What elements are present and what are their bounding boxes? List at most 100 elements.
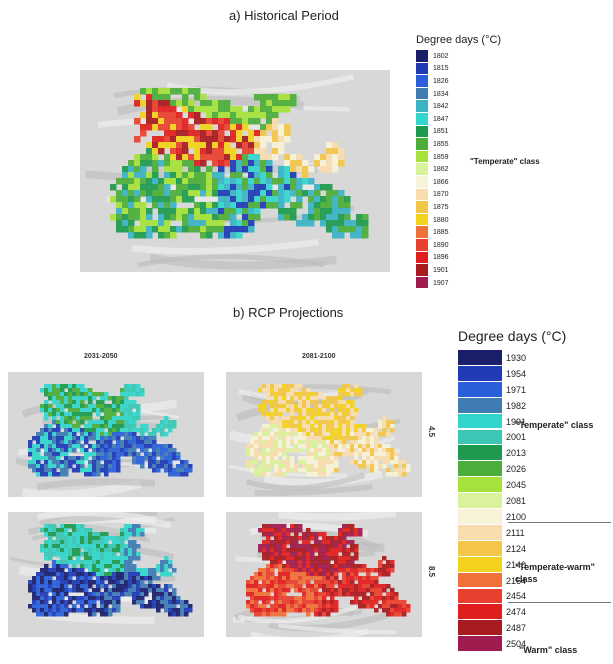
legend-swatch <box>416 100 428 113</box>
legend-entry: 2013 <box>458 445 527 462</box>
degree-day-cells <box>246 524 411 617</box>
legend-swatch <box>458 604 502 621</box>
class-divider-lower <box>508 602 611 603</box>
column-label-2081-2100: 2081-2100 <box>302 353 336 360</box>
legend-label: 1982 <box>506 400 527 411</box>
legend-entry: 1930 <box>458 350 526 366</box>
legend-entry: 1842 <box>416 100 449 113</box>
legend-swatch <box>416 176 428 189</box>
legend-swatch <box>416 50 428 63</box>
relief-shading <box>245 472 366 491</box>
relief-shading <box>250 628 370 637</box>
legend-label: 2026 <box>506 464 527 475</box>
legend-swatch <box>416 201 428 214</box>
legend-label: 1971 <box>506 384 527 395</box>
relief-shading <box>21 479 142 497</box>
legend-label: 1834 <box>433 90 449 98</box>
legend-entry: 1826 <box>416 75 449 88</box>
legend-swatch <box>458 620 502 637</box>
historical-title: a) Historical Period <box>229 8 339 23</box>
relief-shading <box>37 512 157 524</box>
legend-entry: 2164 <box>458 572 527 589</box>
legend-entry: 1866 <box>416 176 449 189</box>
legend-entry: 2487 <box>458 620 526 637</box>
legend-entry: 1802 <box>416 50 449 63</box>
legend-swatch <box>416 239 428 252</box>
projections-class-label-temperate-warm: "Temperate-warm" class <box>515 562 595 584</box>
legend-label: 1896 <box>433 254 449 262</box>
legend-swatch <box>458 350 502 366</box>
legend-swatch <box>458 461 502 478</box>
legend-swatch <box>416 264 428 277</box>
legend-entry: 1862 <box>416 163 449 176</box>
legend-label: 1815 <box>433 65 449 73</box>
legend-entry: 2026 <box>458 461 527 478</box>
degree-day-cells <box>28 384 193 477</box>
legend-entry: 1982 <box>458 397 527 414</box>
map-rcp85-2031-2050 <box>8 512 204 637</box>
legend-swatch <box>416 113 428 126</box>
legend-entry: 1870 <box>416 188 449 202</box>
map-rcp85-2081-2100 <box>226 512 422 637</box>
legend-label: 1907 <box>433 279 449 287</box>
legend-swatch <box>458 572 502 589</box>
legend-entry: 1971 <box>458 381 527 398</box>
legend-swatch <box>416 138 428 151</box>
legend-entry: 1890 <box>416 239 449 252</box>
legend-label: 1991 <box>506 416 527 427</box>
legend-entry: 2001 <box>458 429 526 446</box>
legend-label: 1847 <box>433 115 449 123</box>
projections-class-label-temperate: "Temperate" class <box>515 420 594 430</box>
column-label-2031-2050: 2031-2050 <box>84 353 118 360</box>
relief-shading <box>278 623 397 635</box>
legend-label: 2100 <box>506 511 527 522</box>
legend-swatch <box>458 556 502 573</box>
map-rcp45-2081-2100 <box>226 372 422 497</box>
degree-day-cells <box>110 88 369 239</box>
legend-swatch <box>416 150 428 164</box>
historical-map <box>80 70 390 272</box>
legend-entry: 1991 <box>458 413 527 430</box>
row-label-rcp45: 4.5 <box>427 426 436 438</box>
legend-swatch <box>458 397 502 414</box>
legend-swatch <box>458 493 502 509</box>
relief-shading <box>39 512 158 525</box>
legend-entry: 2504 <box>458 636 527 653</box>
legend-label: 2164 <box>506 575 527 586</box>
legend-label: 1901 <box>433 266 449 274</box>
class-divider-upper <box>508 522 611 523</box>
legend-label: 2140 <box>506 559 527 570</box>
legend-swatch <box>416 276 428 290</box>
relief-shading <box>278 512 397 521</box>
legend-label: 1826 <box>433 77 449 85</box>
legend-label: 1866 <box>433 178 449 186</box>
legend-swatch <box>416 251 428 265</box>
legend-entry: 2100 <box>458 509 526 525</box>
relief-shading <box>263 470 383 487</box>
historical-legend-title: Degree days (°C) <box>416 34 502 46</box>
legend-swatch <box>458 509 502 525</box>
relief-shading <box>137 254 325 268</box>
legend-entry: 1901 <box>416 264 449 277</box>
legend-label: 2013 <box>506 448 527 459</box>
legend-swatch <box>458 636 502 653</box>
legend-label: 1870 <box>433 191 449 199</box>
legend-label: 1842 <box>433 103 449 111</box>
legend-label: 2504 <box>506 639 527 650</box>
legend-label: 1885 <box>433 229 449 237</box>
relief-shading <box>131 238 319 255</box>
legend-entry: 1880 <box>416 213 449 227</box>
legend-label: 1851 <box>433 128 449 136</box>
legend-swatch <box>416 75 428 88</box>
relief-shading <box>254 483 373 496</box>
legend-entry: 1859 <box>416 150 449 164</box>
relief-shading <box>36 478 156 491</box>
legend-entry: 1896 <box>416 251 449 265</box>
legend-swatch <box>416 62 428 76</box>
legend-swatch <box>458 429 502 446</box>
legend-label: 1890 <box>433 241 449 249</box>
legend-label: 2111 <box>506 527 525 538</box>
relief-shading <box>237 605 357 624</box>
legend-entry: 1875 <box>416 201 449 214</box>
legend-swatch <box>458 413 502 430</box>
